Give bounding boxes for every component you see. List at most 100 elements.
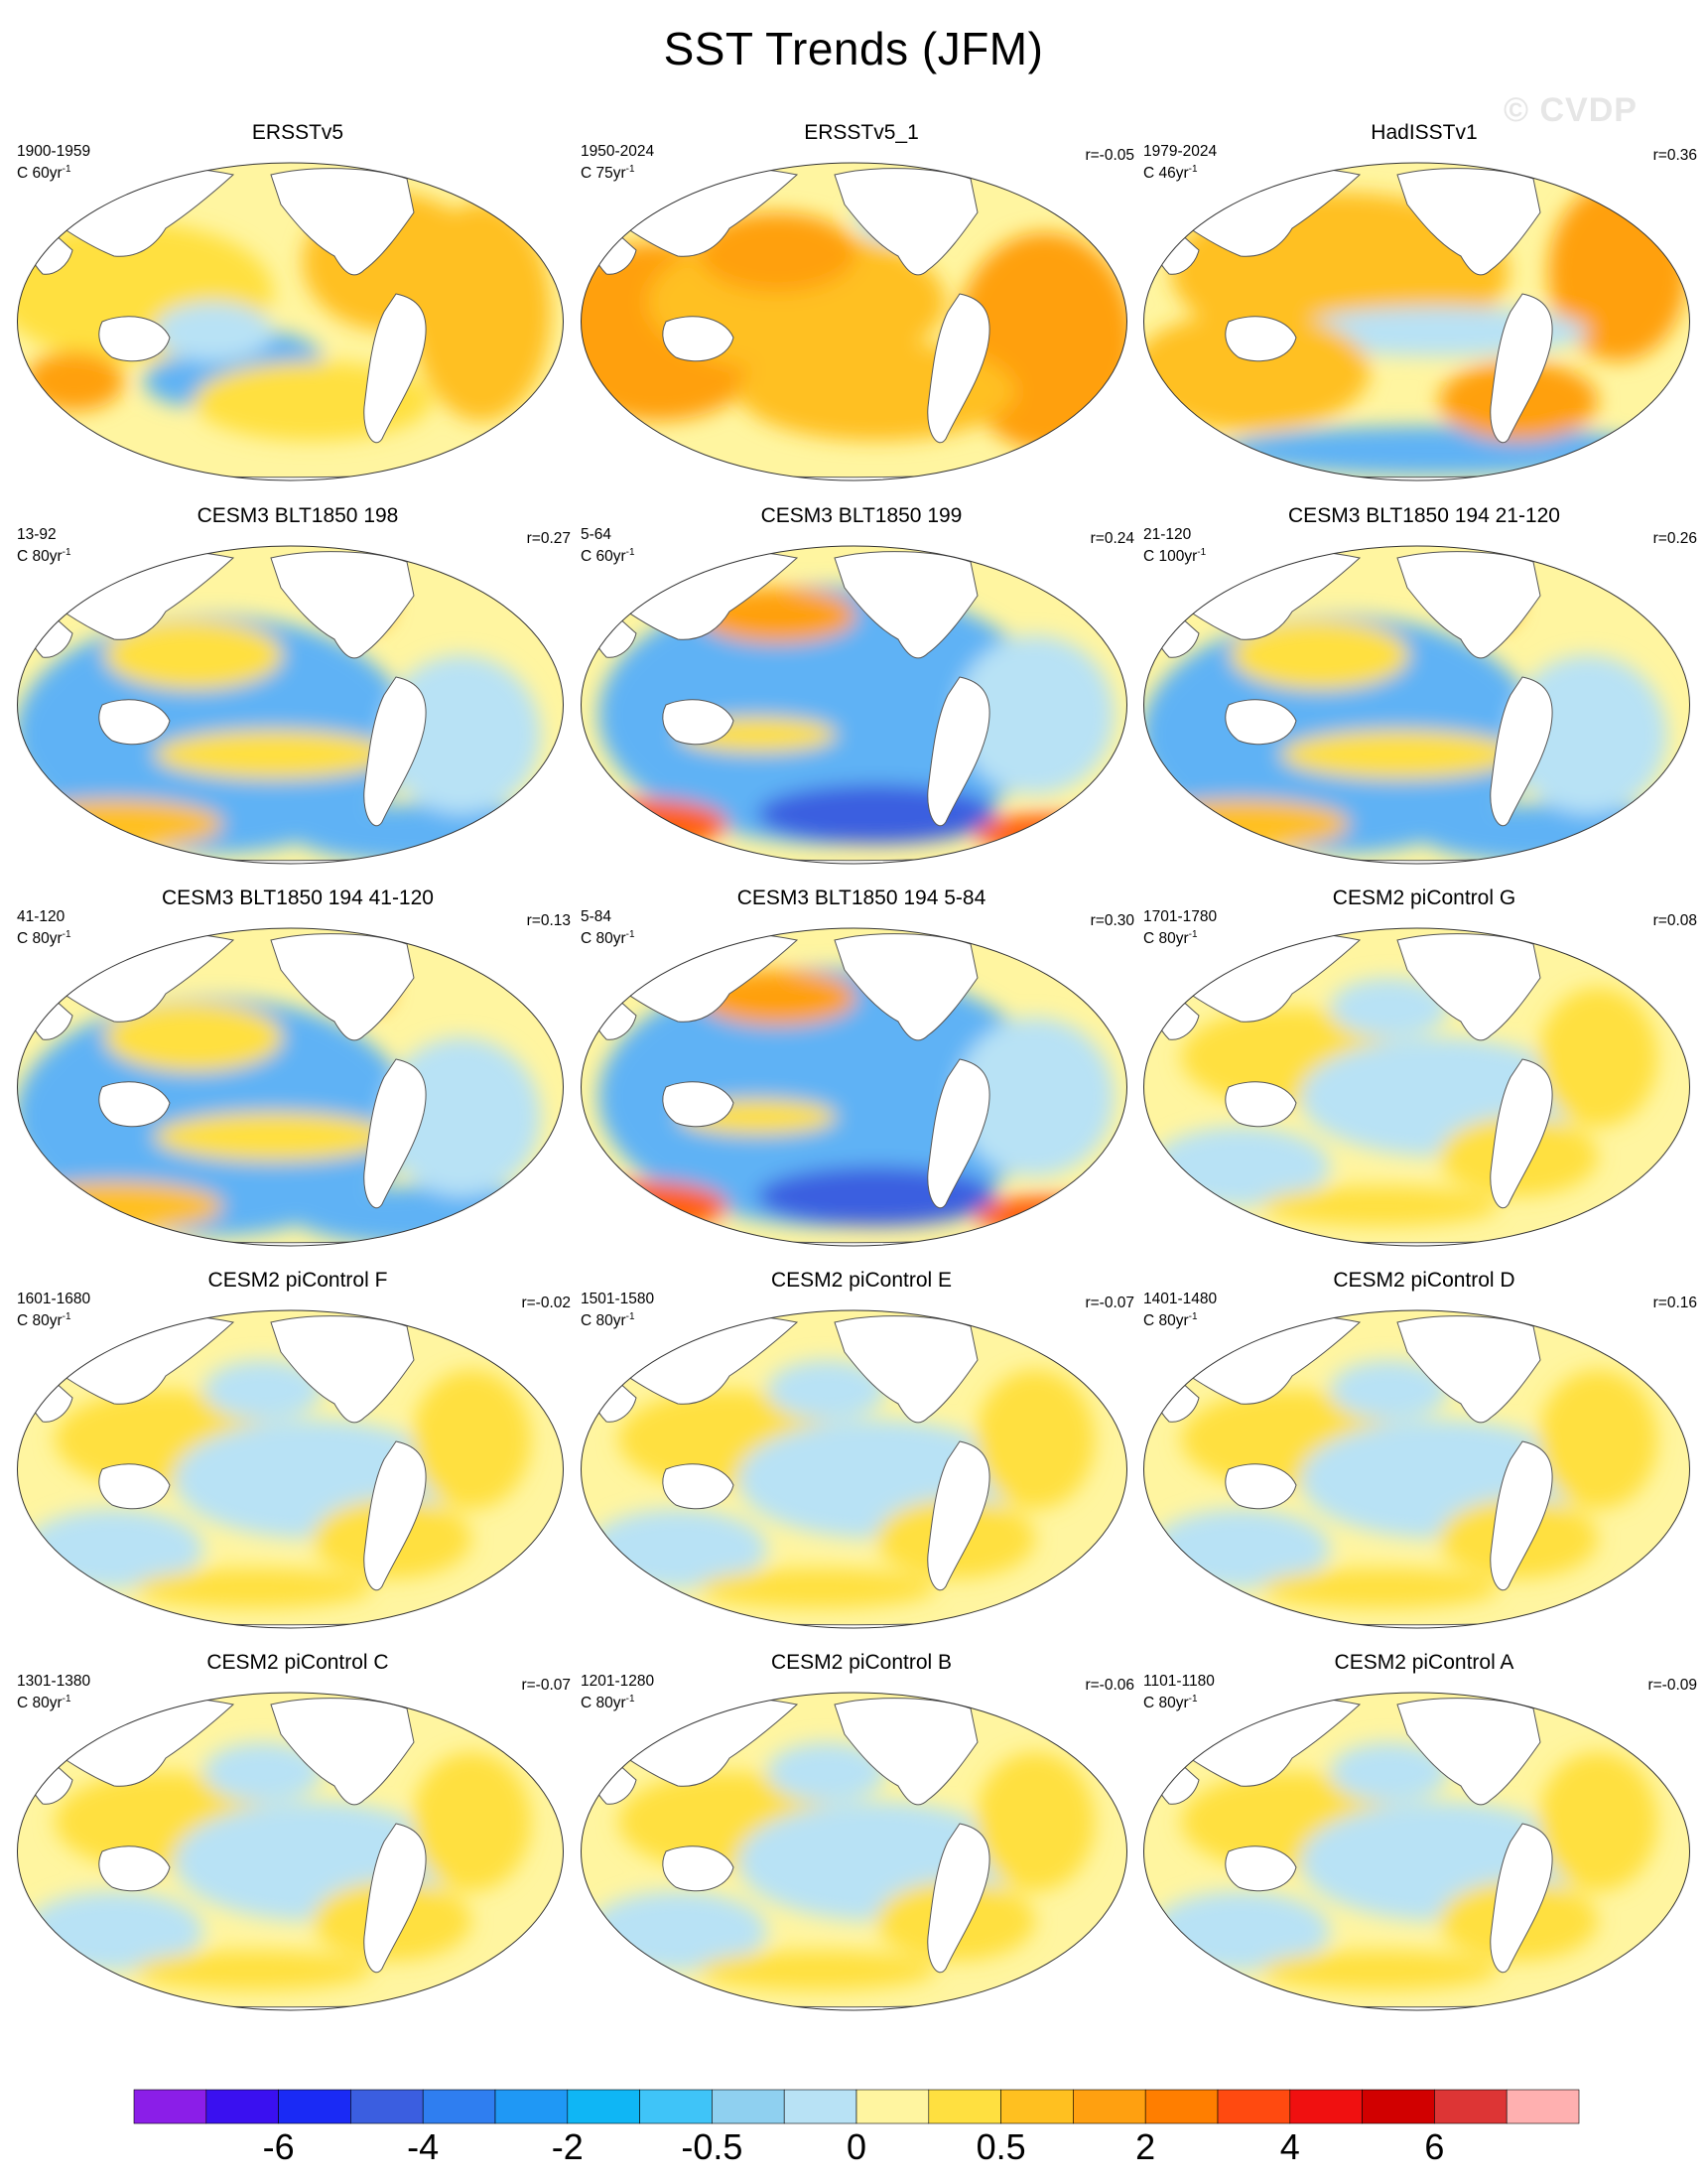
map-panel: ERSSTv5_1 1950-2024 C 75yr-1 r=-0.05	[579, 121, 1144, 503]
sst-trend-map	[581, 1309, 1127, 1629]
colorbar-swatch	[205, 2089, 279, 2124]
trend-anomaly-region	[134, 1569, 372, 1608]
panel-pattern-correlation: r=0.26	[1652, 530, 1697, 547]
panel-trend-units: C 80yr-1	[17, 1311, 71, 1330]
map-panel: CESM2 piControl B 1201-1280 C 80yr-1 r=-0.0…	[579, 1651, 1144, 2033]
figure-title: SST Trends (JFM)	[663, 23, 1044, 74]
land-af	[1148, 1741, 1200, 1805]
land-af	[22, 977, 73, 1040]
trend-anomaly-region	[134, 1951, 372, 1990]
land-sa	[1490, 293, 1553, 444]
land-sa	[927, 1440, 990, 1591]
panel-pattern-correlation: r=-0.02	[521, 1295, 571, 1311]
land-aus	[98, 316, 171, 362]
map-panel: CESM3 BLT1850 194 21-120 21-120 C 100yr-1 r…	[1141, 504, 1707, 887]
map-border	[17, 1692, 564, 2011]
land-na	[270, 933, 415, 1041]
colorbar-swatch	[278, 2089, 351, 2124]
land-na	[1396, 1315, 1541, 1424]
panel-pattern-correlation: r=-0.07	[1085, 1295, 1134, 1311]
land-af	[22, 1741, 73, 1805]
panel-pattern-correlation: r=0.08	[1652, 912, 1697, 929]
trend-anomaly-region	[104, 620, 283, 690]
land-na	[1396, 933, 1541, 1041]
panel-year-range: 1501-1580	[581, 1291, 655, 1307]
map-panel: ERSSTv5 1900-1959 C 60yr-1	[15, 121, 581, 503]
map-border	[581, 545, 1127, 865]
colorbar-swatch	[639, 2089, 713, 2124]
land-aus	[1225, 1463, 1297, 1510]
land-aus	[662, 699, 734, 746]
trend-anomaly-region	[767, 1360, 886, 1420]
panel-title: ERSSTv5_1	[804, 121, 919, 144]
map-border	[1143, 1309, 1690, 1629]
trend-anomaly-region	[1330, 1360, 1449, 1420]
panel-pattern-correlation: r=-0.06	[1085, 1677, 1134, 1694]
trend-anomaly-region	[698, 212, 856, 292]
land-aus	[1225, 1845, 1297, 1892]
sst-trend-map	[17, 545, 564, 865]
panel-year-range: 41-120	[17, 908, 66, 925]
colorbar-swatch	[1362, 2089, 1435, 2124]
panel-title: CESM3 BLT1850 194 5-84	[736, 887, 986, 909]
map-panel: CESM3 BLT1850 194 41-120 41-120 C 80yr-1 r=…	[15, 887, 581, 1269]
land-sa	[363, 676, 427, 827]
map-border	[17, 545, 564, 865]
trend-anomaly-region	[17, 799, 223, 849]
land-sa	[1490, 676, 1553, 827]
colorbar-swatch	[1073, 2089, 1146, 2124]
panel-title: CESM3 BLT1850 198	[197, 504, 399, 527]
land-sa	[1490, 1058, 1553, 1209]
map-border	[1143, 162, 1690, 481]
colorbar-tick-label: 2	[1135, 2126, 1156, 2167]
panel-pattern-correlation: r=0.27	[526, 530, 571, 547]
map-border	[581, 1692, 1127, 2011]
panel-title: ERSSTv5	[251, 121, 344, 144]
trend-anomaly-region	[1330, 1742, 1449, 1802]
panel-year-range: 1601-1680	[17, 1291, 91, 1307]
colorbar-tick-label: 0	[846, 2126, 867, 2167]
sst-trend-map	[1143, 927, 1690, 1247]
panel-trend-units: C 80yr-1	[17, 929, 71, 948]
land-af	[586, 595, 637, 658]
colorbar-swatch	[567, 2089, 640, 2124]
panel-title: CESM3 BLT1850 194 21-120	[1288, 504, 1560, 527]
colorbar-swatch	[783, 2089, 857, 2124]
panel-pattern-correlation: r=-0.05	[1085, 147, 1134, 164]
sst-trend-map	[17, 927, 564, 1247]
land-sa	[363, 1823, 427, 1974]
colorbar-swatch	[855, 2089, 930, 2124]
land-sa	[927, 293, 990, 444]
colorbar-swatch	[712, 2089, 785, 2124]
panel-trend-units: C 75yr-1	[581, 164, 635, 183]
map-border	[1143, 927, 1690, 1247]
land-na	[270, 1698, 415, 1806]
sst-trend-map	[1143, 1692, 1690, 2011]
trend-anomaly-region	[698, 1569, 936, 1608]
colorbar-swatch	[133, 2089, 207, 2124]
map-border	[1143, 545, 1690, 865]
trend-anomaly-region	[1330, 978, 1449, 1037]
colorbar-tick-label: 4	[1279, 2126, 1300, 2167]
land-aus	[98, 1081, 171, 1128]
land-af	[22, 1359, 73, 1423]
trend-anomaly-region	[1538, 1752, 1657, 1891]
land-af	[22, 595, 73, 658]
panel-year-range: 1900-1959	[17, 143, 91, 160]
panel-year-range: 5-84	[581, 908, 612, 925]
land-na	[270, 551, 415, 659]
map-panel: CESM2 piControl D 1401-1480 C 80yr-1 r=0.16	[1141, 1269, 1707, 1651]
land-na	[270, 1315, 415, 1424]
trend-anomaly-region	[25, 351, 124, 411]
colorbar-swatch	[1434, 2089, 1508, 2124]
panel-year-range: 13-92	[17, 526, 57, 543]
trend-anomaly-region	[1143, 312, 1370, 431]
colorbar-swatch	[422, 2089, 496, 2124]
land-aus	[1225, 316, 1297, 362]
sst-trend-map	[1143, 162, 1690, 481]
panel-year-range: 1701-1780	[1143, 908, 1218, 925]
land-aus	[662, 1081, 734, 1128]
panel-title: HadISSTv1	[1371, 121, 1478, 144]
sst-trend-map	[17, 1309, 564, 1629]
land-af	[586, 1359, 637, 1423]
